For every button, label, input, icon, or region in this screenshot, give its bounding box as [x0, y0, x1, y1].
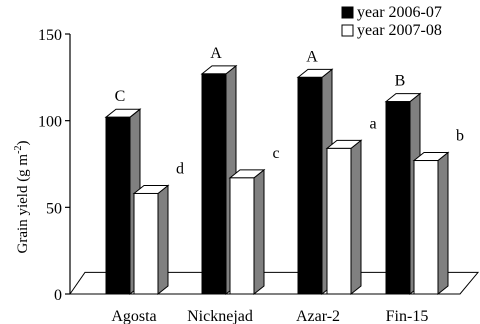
significance-letter: C [115, 88, 126, 105]
y-tick-label: 50 [46, 200, 62, 217]
legend-label: year 2007-08 [357, 22, 442, 39]
bar-side-face [351, 140, 361, 294]
bar-front-face [134, 193, 158, 294]
x-category-label: Fin-15 [386, 308, 429, 324]
legend-swatch [342, 25, 353, 36]
y-tick-label: 0 [54, 287, 62, 304]
bar-front-face [414, 161, 438, 294]
significance-letter: A [306, 48, 318, 65]
significance-letter: a [369, 115, 376, 132]
bar-2007-08 [327, 140, 361, 294]
x-category-label: Azar-2 [296, 308, 340, 324]
y-tick-label: 150 [38, 27, 62, 44]
bar-side-face [158, 185, 168, 294]
significance-letter: b [456, 128, 464, 145]
significance-letter: c [272, 145, 279, 162]
bar-side-face [438, 153, 448, 294]
y-axis-label-sup: -2 [13, 146, 24, 154]
bar-front-face [298, 77, 322, 294]
bar-front-face [202, 74, 226, 294]
bar-2007-08 [414, 153, 448, 294]
bar-side-face [254, 170, 264, 294]
bar-front-face [386, 102, 410, 294]
bar-2007-08 [134, 185, 168, 294]
legend-label: year 2006-07 [357, 4, 442, 21]
y-axis-label-close: ) [15, 141, 31, 146]
bar-front-face [106, 117, 130, 294]
y-axis-label-main: Grain yield (g m [15, 154, 31, 254]
significance-letter: d [176, 160, 184, 177]
y-axis: 0 50 100 150 [38, 27, 70, 304]
significance-letter: B [395, 73, 406, 90]
significance-letter: A [210, 45, 222, 62]
bar-front-face [327, 148, 351, 294]
bar-series-group [106, 66, 448, 294]
x-category-label: Nicknejad [187, 308, 253, 324]
bar-front-face [230, 178, 254, 294]
bar-2007-08 [230, 170, 264, 294]
x-category-label: Agosta [111, 308, 156, 324]
y-tick-label: 100 [38, 114, 62, 131]
x-axis-categories: Agosta Nicknejad Azar-2 Fin-15 [111, 308, 428, 324]
y-axis-label: Grain yield (g m-2) [13, 141, 31, 254]
legend-swatch [342, 7, 353, 18]
